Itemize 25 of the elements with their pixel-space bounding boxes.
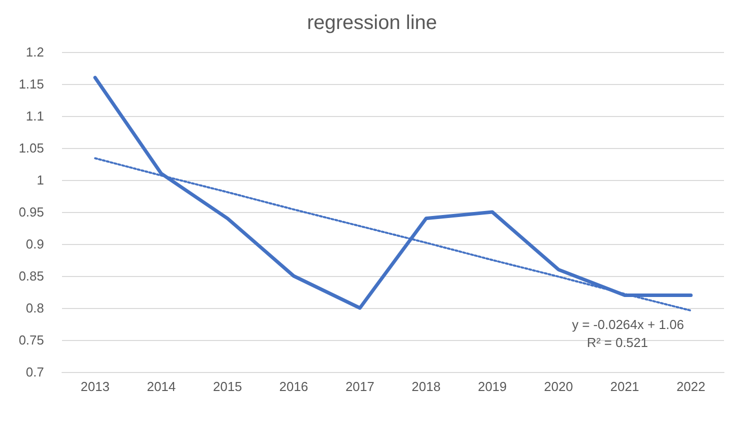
- annotation: y = -0.0264x + 1.06: [572, 317, 684, 332]
- x-tick-label: 2022: [676, 379, 706, 394]
- x-tick-label: 2018: [412, 379, 441, 394]
- x-tick-label: 2014: [146, 379, 176, 394]
- y-tick-label: 0.75: [18, 332, 44, 348]
- x-tick-label: 2017: [345, 379, 374, 394]
- chart-title: regression line: [306, 12, 438, 34]
- line-series: [93, 76, 693, 310]
- y-tick-label: 1: [36, 172, 44, 188]
- y-tick-label: 1.1: [26, 108, 44, 124]
- x-tick-label: 2019: [478, 379, 507, 394]
- y-tick-label: 1.05: [18, 140, 44, 156]
- x-tick-label: 2016: [279, 379, 308, 394]
- y-tick-label: 1.2: [26, 44, 44, 60]
- y-tick-label: 0.9: [26, 236, 44, 252]
- y-tick-label: 0.95: [18, 204, 44, 220]
- y-tick-label: 0.85: [18, 268, 44, 284]
- x-tick-label: 2021: [610, 379, 640, 394]
- annotation: R² = 0.521: [586, 335, 648, 350]
- y-tick-label: 0.8: [26, 300, 44, 316]
- x-tick-label: 2015: [213, 379, 242, 394]
- y-tick-label: 0.7: [26, 364, 44, 380]
- y-tick-label: 1.15: [18, 76, 44, 92]
- x-tick-label: 2020: [544, 379, 573, 394]
- x-tick-label: 2013: [80, 379, 110, 394]
